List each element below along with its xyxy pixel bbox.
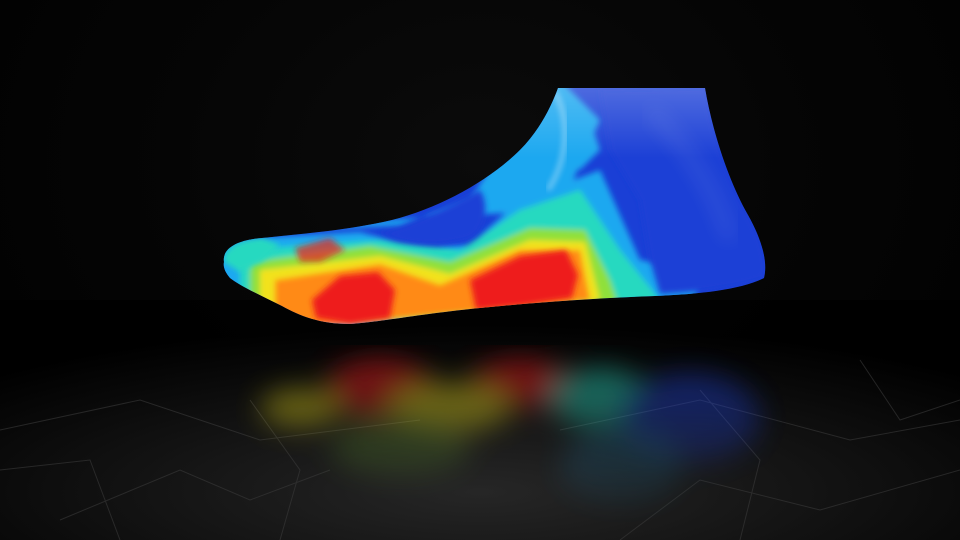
foot-reflection: [260, 360, 760, 510]
